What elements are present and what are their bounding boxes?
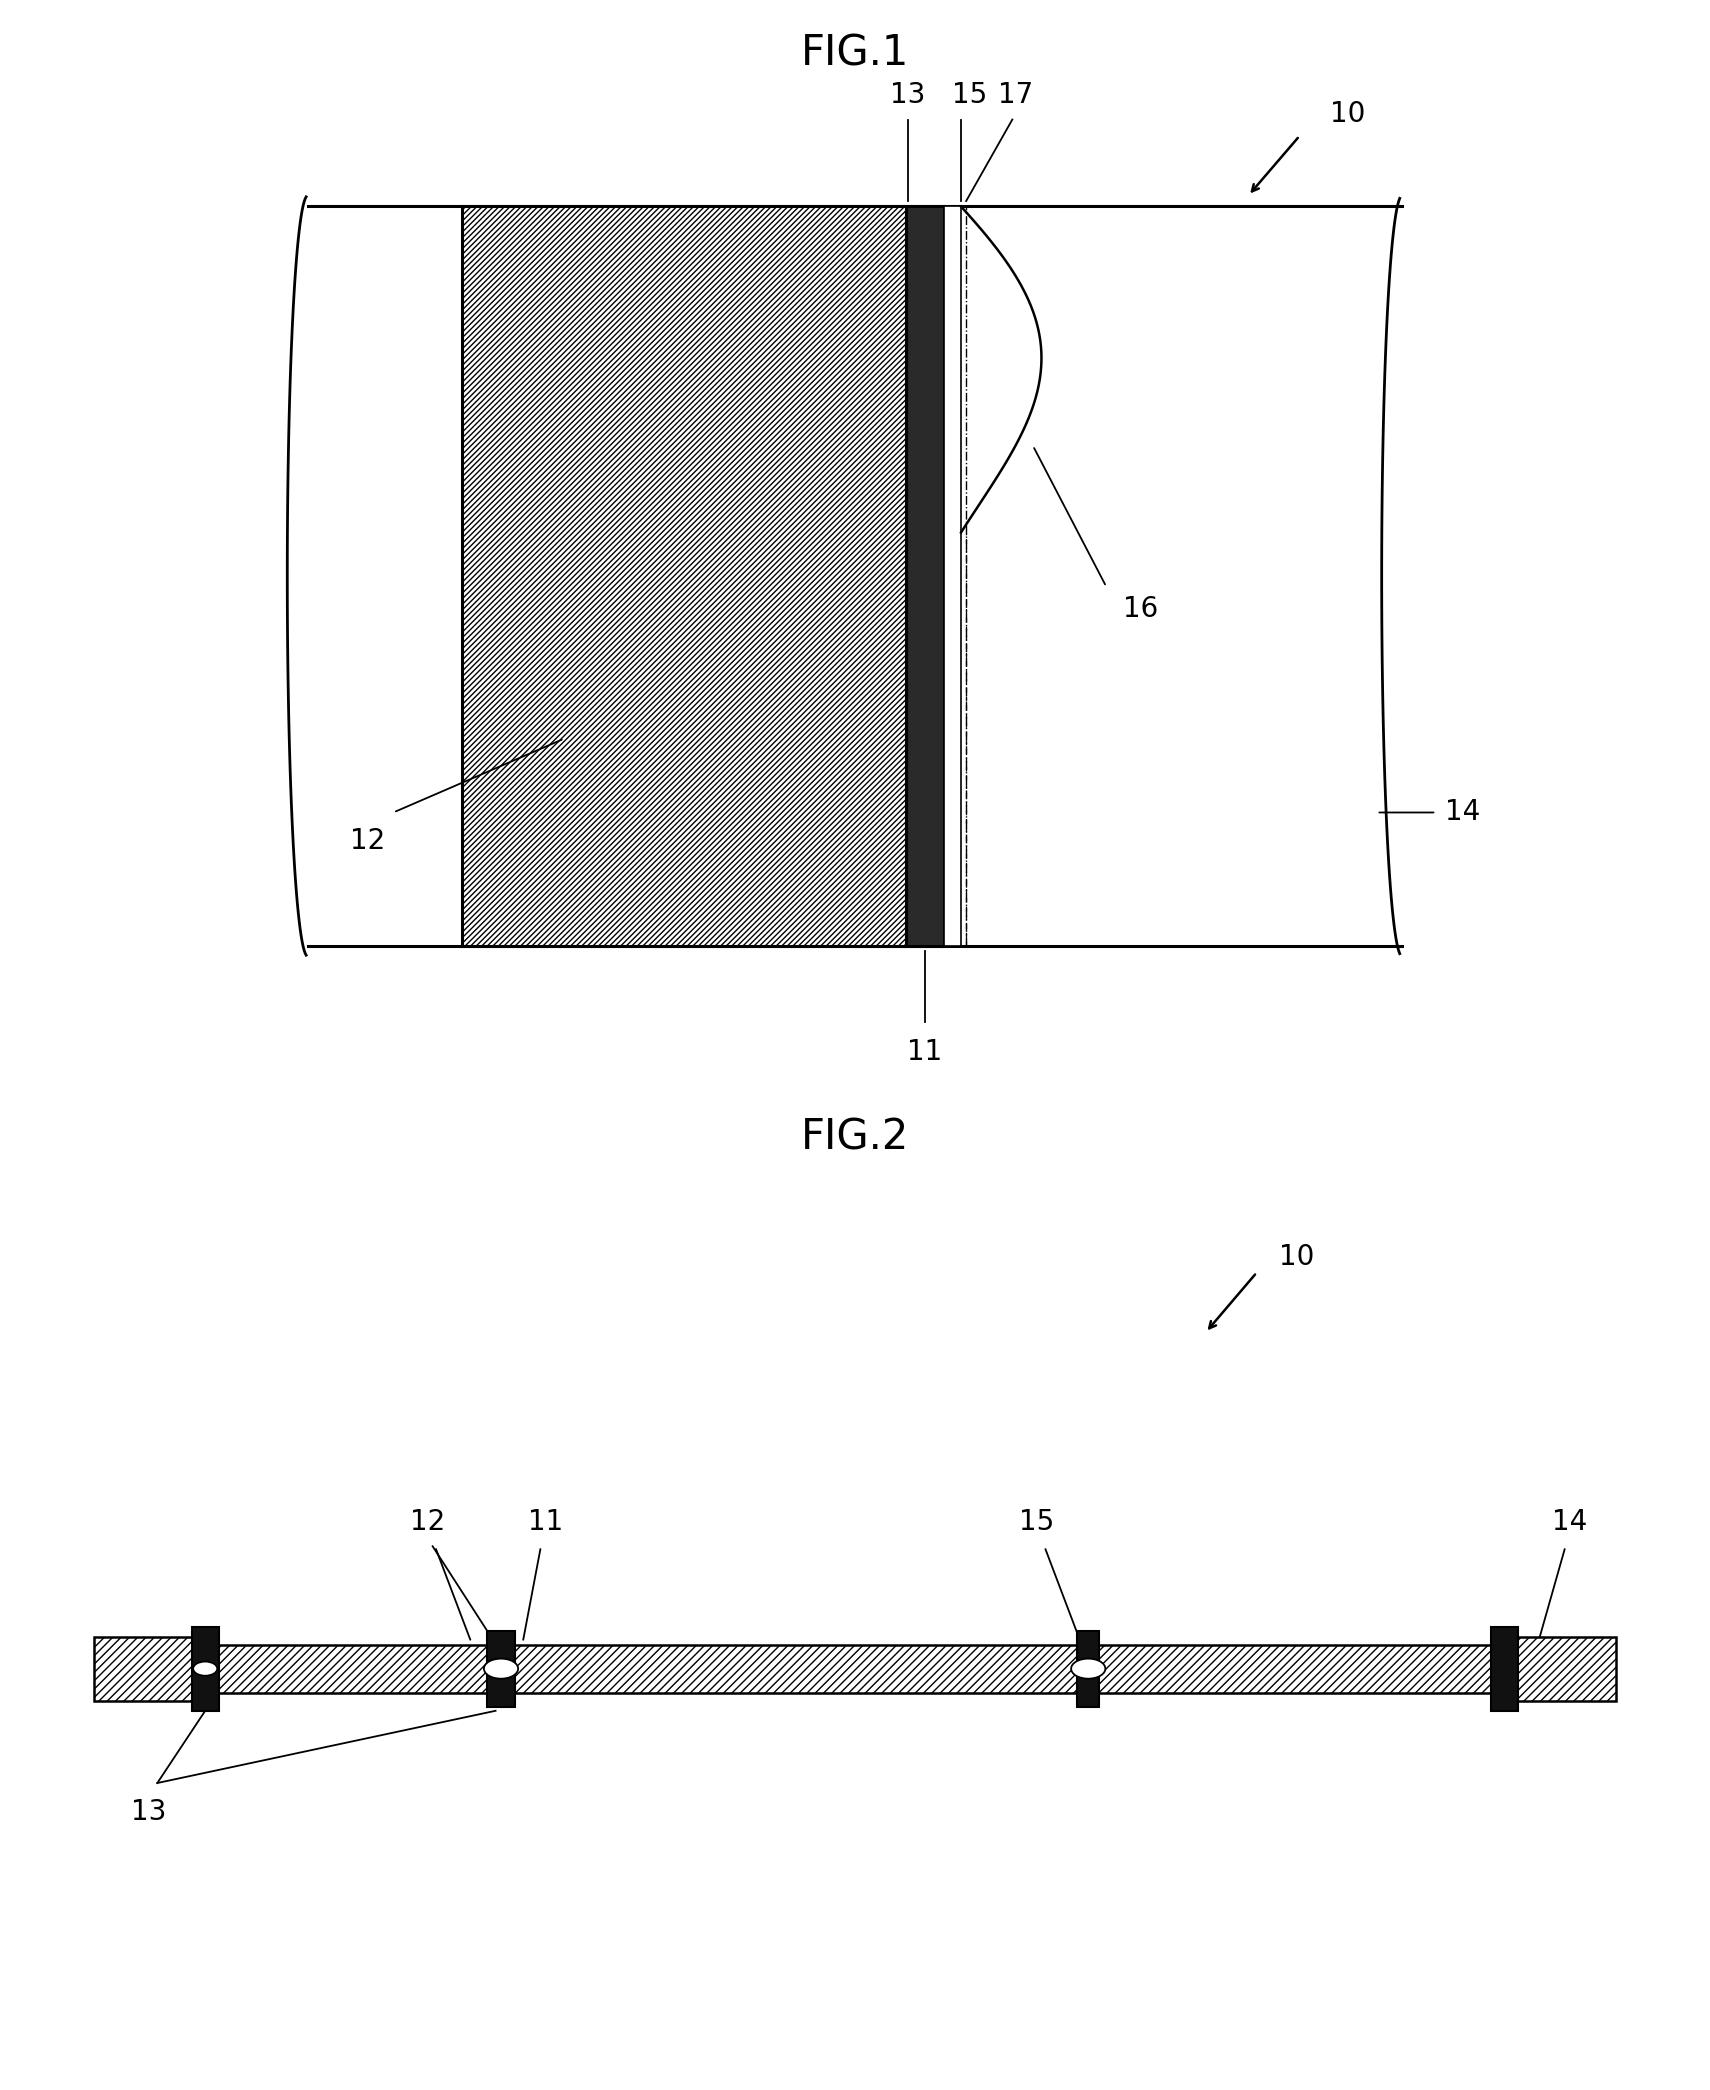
Text: 13: 13 — [891, 82, 925, 109]
Bar — [205, 1645, 1505, 1693]
Bar — [906, 207, 944, 945]
Bar — [94, 1636, 214, 1701]
Circle shape — [1070, 1659, 1105, 1678]
Bar — [1491, 1626, 1518, 1712]
Text: 11: 11 — [528, 1509, 563, 1536]
Text: 12: 12 — [410, 1509, 445, 1536]
Bar — [1077, 1630, 1100, 1708]
Bar — [462, 207, 906, 945]
Circle shape — [484, 1659, 518, 1678]
Text: FIG.2: FIG.2 — [800, 1116, 910, 1158]
Text: 15: 15 — [1019, 1509, 1055, 1536]
Bar — [1496, 1636, 1616, 1701]
Text: 12: 12 — [351, 828, 385, 855]
Circle shape — [193, 1662, 217, 1676]
Bar — [487, 1630, 515, 1708]
Text: 16: 16 — [1123, 596, 1159, 623]
Text: 13: 13 — [132, 1797, 166, 1827]
Text: 17: 17 — [999, 82, 1033, 109]
Text: 15: 15 — [952, 82, 987, 109]
Bar — [192, 1626, 219, 1712]
Text: 11: 11 — [908, 1039, 942, 1066]
Text: 10: 10 — [1330, 100, 1366, 127]
Text: 10: 10 — [1279, 1244, 1315, 1271]
Text: FIG.1: FIG.1 — [800, 33, 910, 75]
Bar — [944, 207, 961, 945]
Text: 14: 14 — [1553, 1509, 1587, 1536]
Text: 14: 14 — [1445, 798, 1481, 826]
